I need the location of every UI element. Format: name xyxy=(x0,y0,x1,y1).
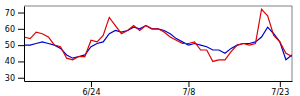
x-tick-mark xyxy=(280,81,281,87)
series-group xyxy=(24,9,292,61)
plot-area: 6/24 7/8 7/23 30 40 50 60 70 xyxy=(5,6,293,96)
x-tick: 7/8 xyxy=(183,81,196,96)
y-tick-label: 30 xyxy=(5,74,15,83)
y-tick-mark xyxy=(18,45,24,46)
y-tick-mark xyxy=(18,78,24,79)
x-tick-mark xyxy=(188,81,189,87)
y-axis: 30 40 50 60 70 xyxy=(5,7,25,83)
y-tick: 60 xyxy=(5,25,24,34)
x-tick-label: 7/8 xyxy=(183,88,196,96)
y-tick-label: 60 xyxy=(5,25,15,34)
y-tick-label: 40 xyxy=(5,57,15,66)
chart: 6/24 7/8 7/23 30 40 50 60 70 xyxy=(0,0,300,96)
x-tick: 7/23 xyxy=(271,81,289,96)
y-tick-label: 70 xyxy=(5,9,15,18)
x-axis-line xyxy=(25,81,293,82)
y-tick-mark xyxy=(18,61,24,62)
y-tick-label: 50 xyxy=(5,41,15,50)
x-axis: 6/24 7/8 7/23 xyxy=(25,81,293,96)
y-tick: 40 xyxy=(5,57,24,66)
y-tick: 70 xyxy=(5,9,24,18)
frame xyxy=(292,6,293,81)
y-axis-line xyxy=(24,7,25,82)
y-tick: 30 xyxy=(5,74,24,83)
y-tick-mark xyxy=(18,13,24,14)
frame xyxy=(24,6,292,7)
y-tick-mark xyxy=(18,29,24,30)
x-tick-label: 7/23 xyxy=(271,88,289,96)
x-tick-label: 6/24 xyxy=(83,88,101,96)
x-tick: 6/24 xyxy=(83,81,101,96)
x-tick-mark xyxy=(91,81,92,87)
y-tick: 50 xyxy=(5,41,24,50)
series-line xyxy=(24,9,292,61)
